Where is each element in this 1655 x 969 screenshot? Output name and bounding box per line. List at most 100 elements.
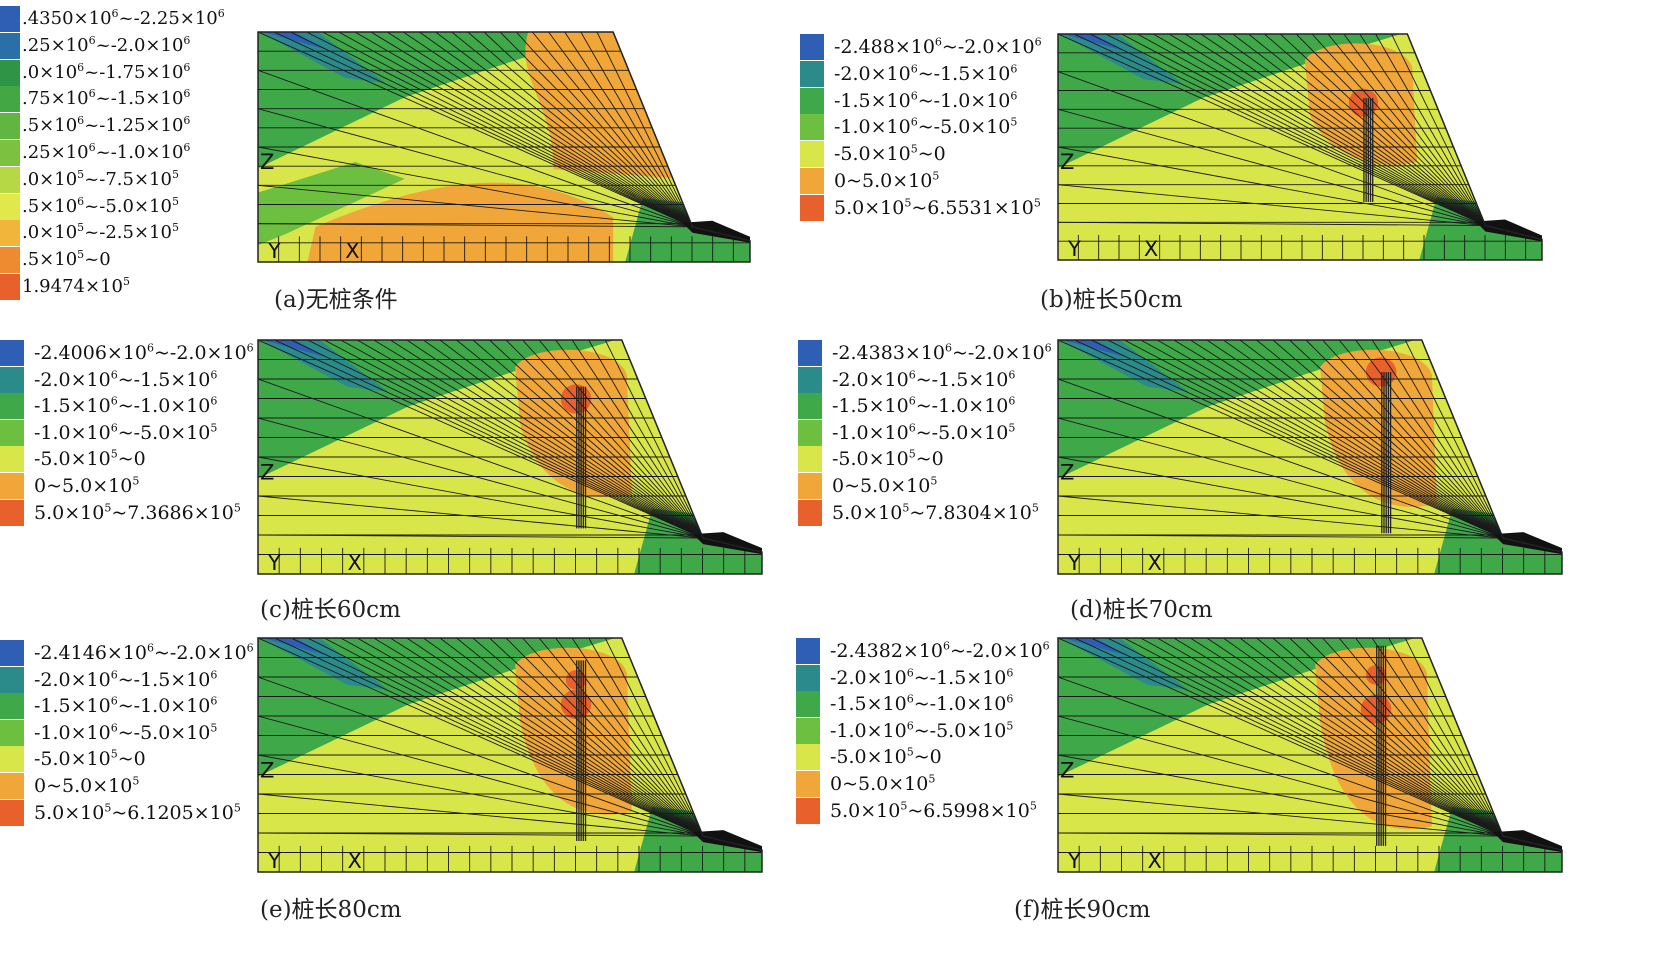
mesh-line [1058, 417, 1504, 539]
axis-y: Y [267, 551, 281, 575]
mesh-line [472, 340, 704, 539]
mesh-line [1058, 340, 1504, 539]
contour-field [1058, 34, 1542, 260]
zone-red-peak [560, 689, 592, 719]
mesh-line [1137, 34, 1486, 226]
mesh-line [588, 638, 704, 837]
mesh-line [356, 340, 704, 539]
legend-swatch [0, 746, 24, 773]
axis-z: Z [260, 461, 274, 485]
legend-swatch [798, 419, 822, 446]
legend-label: .0×106~-1.75×106 [22, 60, 191, 83]
mesh-line [1153, 34, 1486, 226]
contour-field [258, 638, 762, 872]
mesh-line [604, 638, 704, 837]
mesh-line [373, 340, 704, 539]
mesh-line [423, 638, 704, 837]
slope-outline [1057, 637, 1563, 873]
mesh-line [1156, 340, 1504, 539]
zone-lightgreen [258, 162, 405, 246]
legend-label: -2.4382×106~-2.0×106 [830, 639, 1050, 662]
mesh-line [419, 32, 693, 228]
mesh-line [307, 638, 704, 837]
mesh-line [354, 32, 693, 228]
mesh-line [1355, 340, 1504, 539]
mesh-line [274, 638, 704, 837]
mesh-line [1206, 638, 1504, 837]
pile [1363, 98, 1374, 202]
contour-field [1058, 638, 1562, 872]
mesh-line [307, 340, 704, 539]
legend-label: -5.0×105~0 [34, 748, 146, 771]
legend-label: 5.0×105~6.5998×105 [830, 799, 1037, 822]
mesh-line [323, 340, 704, 539]
slope-outline [1057, 33, 1543, 261]
legend-swatch [798, 446, 822, 473]
mesh-line [258, 108, 693, 228]
mesh-line [1058, 754, 1504, 837]
mesh-line [258, 32, 693, 228]
mesh-line [1371, 638, 1504, 837]
mesh-line [456, 340, 704, 539]
mesh-line [489, 340, 704, 539]
mesh-line [451, 32, 693, 228]
axis-y: Y [267, 239, 281, 263]
contour-plot: Z Y X [1057, 339, 1563, 575]
legend-swatch [0, 693, 24, 720]
mesh-line [273, 32, 693, 228]
mesh-line [555, 340, 704, 539]
mesh-line [1355, 638, 1504, 837]
mesh-line [1140, 340, 1504, 539]
mesh-line [258, 456, 704, 539]
legend-swatch [0, 274, 20, 300]
legend-label: 5.0×105~6.5531×105 [834, 196, 1041, 219]
mesh-line [1391, 34, 1486, 226]
mesh-line [588, 340, 704, 539]
legend-swatch [800, 114, 824, 141]
mesh-line [390, 340, 704, 539]
mesh-line [423, 340, 704, 539]
mesh-line [290, 32, 693, 228]
contour-plot: Z Y X [257, 637, 763, 873]
mesh-vertical [1058, 547, 1546, 574]
mesh-line [1058, 793, 1504, 837]
mesh-line [258, 638, 704, 837]
mesh-line [1058, 108, 1486, 226]
mesh-line [258, 676, 704, 837]
axis-y: Y [1067, 551, 1081, 575]
mesh-line [1223, 638, 1504, 837]
axis-z: Z [1060, 150, 1074, 174]
mesh-line [1058, 715, 1504, 837]
legend-swatch [0, 799, 24, 826]
legend-swatch [0, 340, 24, 366]
mesh-line [571, 340, 704, 539]
mesh-line [1311, 34, 1486, 226]
mesh-line [1058, 638, 1504, 837]
mesh-line [505, 340, 704, 539]
legend-swatch [0, 640, 24, 666]
mesh-line [258, 754, 704, 837]
caption: (a)无桩条件 [274, 287, 398, 313]
mesh-line [290, 340, 704, 539]
caption: (c)桩长60cm [260, 597, 401, 623]
legend-label: -2.488×106~-2.0×106 [834, 35, 1042, 58]
mesh-line [1140, 638, 1504, 837]
legend-swatch [0, 719, 24, 746]
mesh-line [439, 340, 704, 539]
legend-label: .5×106~-5.0×105 [22, 194, 179, 217]
legend-label: -1.0×106~-5.0×105 [34, 721, 218, 744]
caption: (d)桩长70cm [1070, 597, 1213, 623]
contour-plot: Z Y X [1057, 33, 1543, 261]
mesh-line [1239, 340, 1504, 539]
mesh-line [1338, 638, 1504, 837]
legend-swatch [800, 141, 824, 168]
mesh-line [505, 638, 704, 837]
zone-teal [258, 340, 389, 392]
legend-label: .5×106~-1.25×106 [22, 114, 191, 137]
legend-swatch [0, 446, 24, 473]
mesh-line [1058, 534, 1504, 539]
legend-swatch [0, 419, 24, 446]
pile [576, 660, 587, 841]
legend-label: 5.0×105~6.1205×105 [34, 801, 241, 824]
legend-label: 0~5.0×105 [832, 474, 938, 497]
